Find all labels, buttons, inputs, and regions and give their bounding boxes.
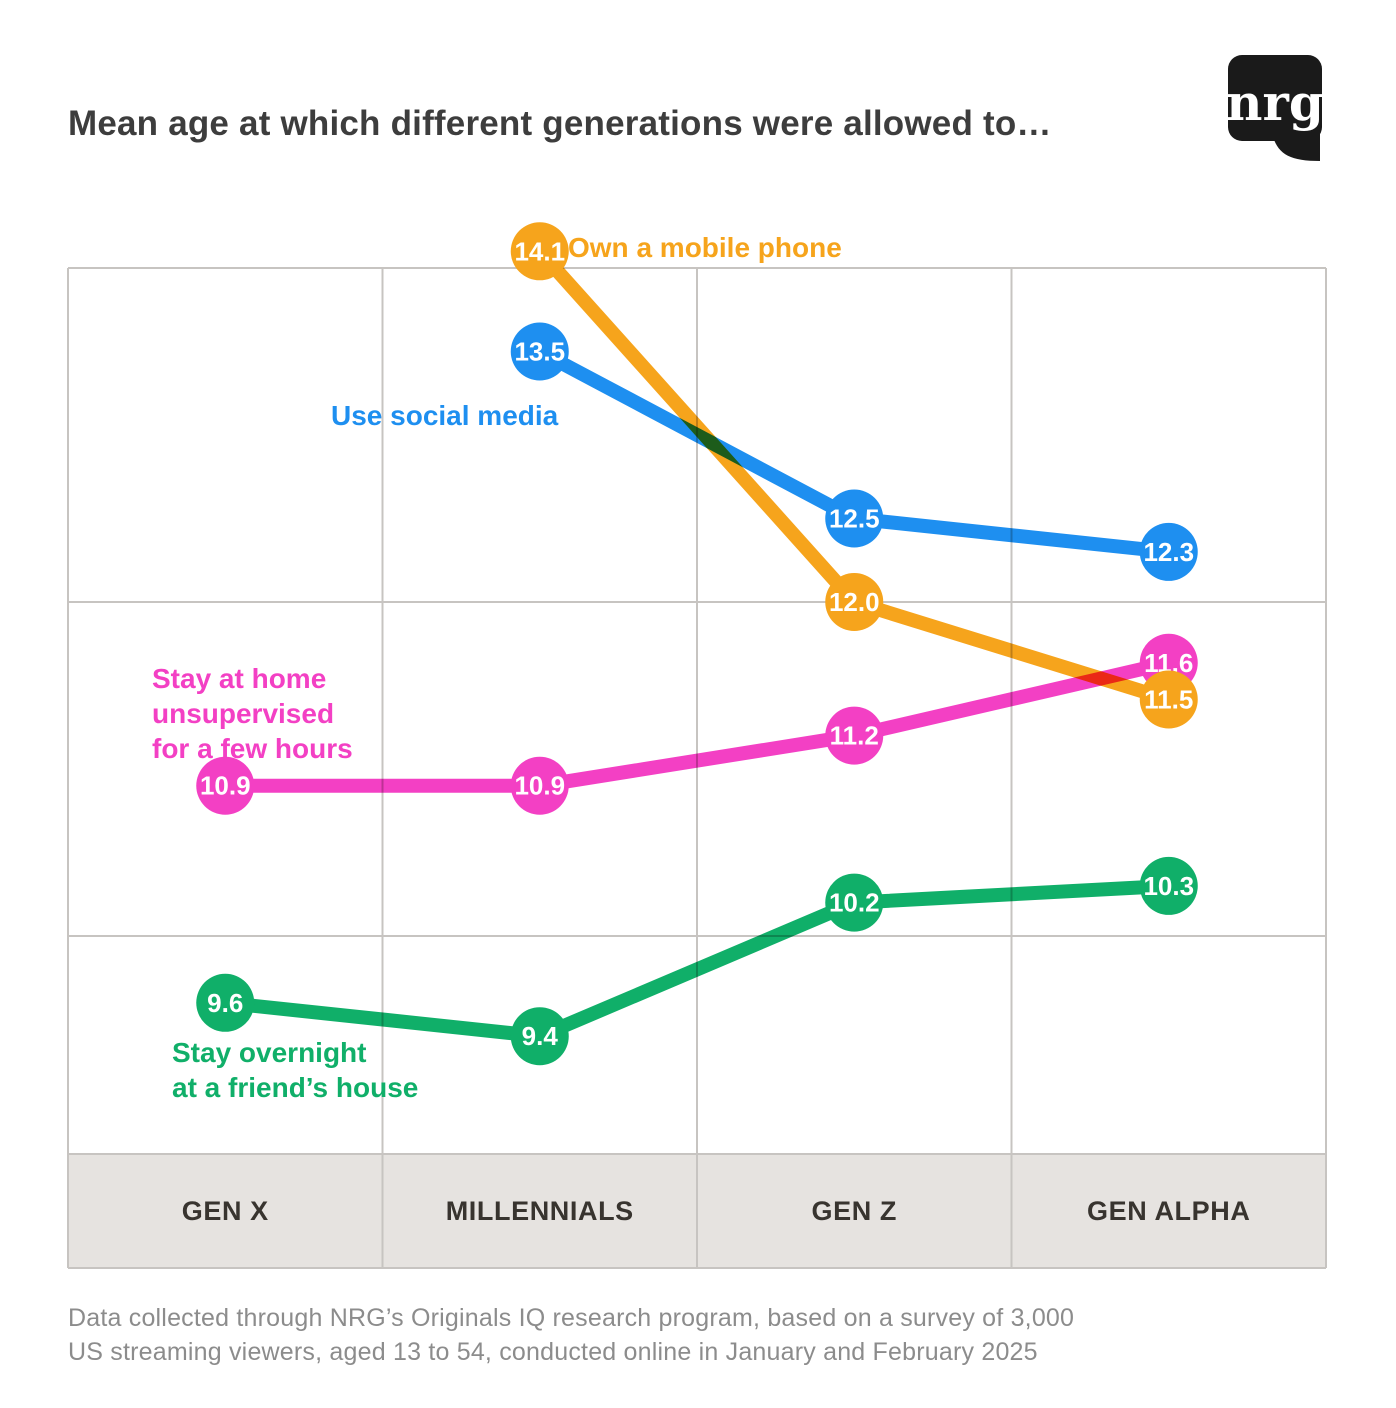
series-line-0 [534, 246, 1171, 707]
data-point: 10.9 [510, 756, 569, 815]
data-point: 12.3 [1139, 522, 1198, 581]
series-label-own-a-mobile-phone: Own a mobile phone [568, 230, 842, 265]
x-axis-label-millennials: MILLENNIALS [445, 1195, 634, 1226]
data-point: 12.0 [825, 573, 884, 631]
data-point-value: 10.9 [514, 771, 565, 801]
data-point: 11.5 [1139, 670, 1198, 729]
series-label-line: Own a mobile phone [568, 232, 842, 263]
data-point-value: 11.6 [1144, 648, 1193, 678]
series-label-line: at a friend’s house [172, 1072, 419, 1103]
nrg-logo-tail [1273, 133, 1320, 161]
series-label-line: Use social media [331, 400, 559, 431]
source-note: Data collected through NRG’s Originals I… [68, 1301, 1074, 1369]
data-point-circle [825, 873, 884, 932]
series-label-line: Stay overnight [172, 1037, 367, 1068]
x-axis-label-gen-z: GEN Z [811, 1195, 897, 1226]
data-point-value: 13.5 [514, 337, 565, 367]
data-point: 9.4 [510, 1007, 569, 1066]
data-point-circle [510, 1007, 569, 1066]
data-point-circle [825, 573, 884, 631]
data-point-circle [1139, 856, 1198, 915]
data-point-circle [825, 706, 884, 765]
series-label-line: unsupervised [152, 698, 335, 729]
series-label-line: for a few hours [152, 733, 353, 764]
data-point-value: 10.9 [200, 771, 251, 801]
x-axis-category-labels: GEN X MILLENNIALS GEN Z GEN ALPHA [68, 1154, 1326, 1268]
data-point-value: 10.2 [829, 888, 880, 918]
data-point: 12.5 [825, 489, 884, 548]
data-point: 11.2 [825, 706, 884, 765]
nrg-logo-box [1228, 55, 1322, 141]
series-line-1 [536, 345, 1170, 559]
nrg-logo-text: nrg [1228, 73, 1324, 132]
data-point: 11.6 [1139, 633, 1198, 692]
source-note-line: US streaming viewers, aged 13 to 54, con… [68, 1338, 1038, 1366]
series-line-2 [225, 655, 1171, 793]
data-point-circle [196, 973, 255, 1032]
data-point-value: 9.6 [207, 988, 243, 1018]
data-point: 9.6 [196, 973, 255, 1032]
data-point-circle [825, 489, 884, 548]
x-axis-label-gen-alpha: GEN ALPHA [1087, 1195, 1251, 1226]
data-point-value: 12.5 [829, 504, 880, 534]
data-point: 14.1 [510, 222, 569, 281]
data-point: 10.3 [1139, 856, 1198, 915]
x-axis-label-gen-x: GEN X [181, 1195, 269, 1226]
source-note-line: Data collected through NRG’s Originals I… [68, 1304, 1075, 1332]
data-point: 13.5 [510, 322, 569, 381]
series-label-use-social-media: Use social media [331, 398, 558, 433]
series-label-stay-overnight: Stay overnight at a friend’s house [172, 1035, 418, 1105]
data-point-value: 12.0 [829, 587, 880, 617]
data-point-circle [1139, 633, 1198, 692]
data-point-circle [510, 222, 569, 281]
series-label-stay-at-home-unsupervised: Stay at home unsupervised for a few hour… [152, 661, 353, 766]
data-point-value: 14.1 [514, 236, 565, 266]
data-point-value: 9.4 [522, 1021, 559, 1051]
data-point-value: 12.3 [1143, 537, 1194, 567]
series-line-3 [224, 878, 1170, 1044]
data-point-circle [1139, 670, 1198, 729]
series-label-line: Stay at home [152, 663, 327, 694]
data-point-value: 11.5 [1144, 685, 1193, 715]
data-point-circle [510, 756, 569, 815]
data-point-circle [1139, 522, 1198, 581]
data-point-circle [510, 322, 569, 381]
data-point-value: 11.2 [830, 721, 879, 751]
data-point-value: 10.3 [1143, 871, 1194, 901]
data-point: 10.2 [825, 873, 884, 932]
page-title: Mean age at which different generations … [68, 104, 1052, 143]
nrg-logo: nrg [1228, 55, 1324, 161]
